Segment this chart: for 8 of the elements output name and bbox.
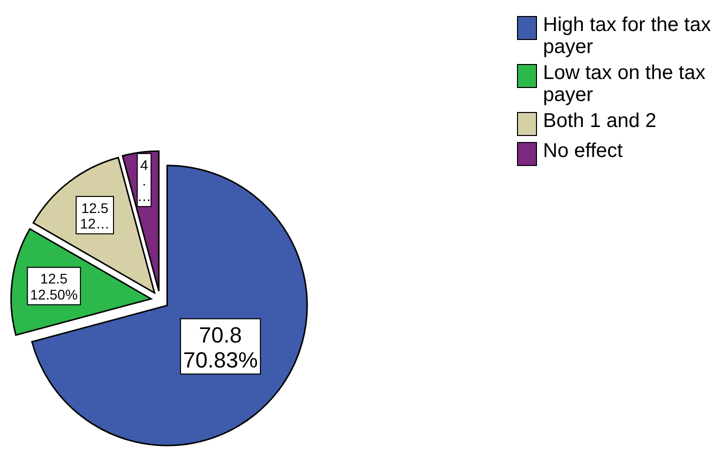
data-label: 12.5 12… <box>80 200 110 232</box>
legend-label: Low tax on the tax payer <box>543 62 706 106</box>
data-label: 12.5 12.50% <box>30 270 78 302</box>
data-label: 70.8 70.83% <box>183 322 258 372</box>
legend-label: Both 1 and 2 <box>543 110 658 132</box>
data-label: 4 . … <box>137 156 152 204</box>
legend-label: No effect <box>543 140 624 162</box>
legend-label: High tax for the tax payer <box>543 14 712 58</box>
